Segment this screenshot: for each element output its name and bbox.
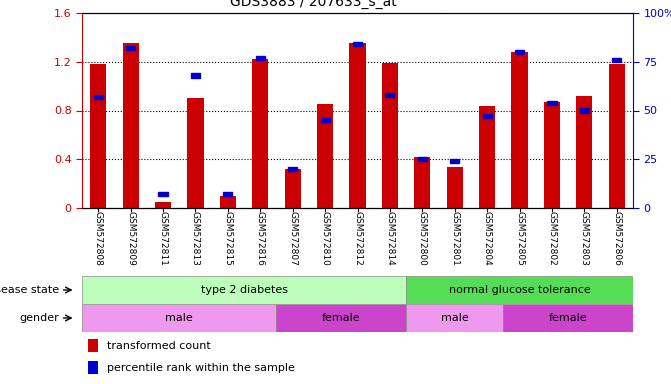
Text: GSM572807: GSM572807	[288, 212, 297, 266]
Bar	[353, 42, 362, 46]
Bar	[94, 95, 103, 99]
Bar	[252, 59, 268, 208]
Text: GSM572802: GSM572802	[548, 212, 556, 266]
Text: normal glucose tolerance: normal glucose tolerance	[449, 285, 590, 295]
Bar	[285, 169, 301, 208]
Text: female: female	[549, 313, 588, 323]
Bar	[544, 102, 560, 208]
Bar	[576, 96, 592, 208]
Text: GSM572801: GSM572801	[450, 212, 459, 266]
Bar	[382, 63, 398, 208]
Text: GSM572815: GSM572815	[223, 212, 232, 266]
Bar	[406, 276, 633, 304]
Bar	[418, 157, 427, 161]
Bar	[515, 50, 524, 54]
Bar	[126, 46, 135, 50]
Bar	[503, 304, 633, 332]
Bar	[276, 304, 406, 332]
Bar	[256, 56, 265, 60]
Bar	[406, 304, 503, 332]
Bar	[87, 339, 98, 352]
Bar	[580, 108, 589, 113]
Bar	[385, 93, 395, 97]
Bar	[447, 167, 463, 208]
Bar	[479, 106, 495, 208]
Bar	[612, 58, 621, 62]
Text: GSM572811: GSM572811	[158, 212, 168, 266]
Text: GSM572803: GSM572803	[580, 212, 589, 266]
Text: male: male	[441, 313, 468, 323]
Bar	[191, 73, 200, 78]
Bar	[321, 118, 329, 122]
Text: female: female	[322, 313, 360, 323]
Bar	[123, 43, 139, 208]
Text: GSM572812: GSM572812	[353, 212, 362, 266]
Text: disease state: disease state	[0, 285, 59, 295]
Bar	[609, 64, 625, 208]
Text: GSM572804: GSM572804	[482, 212, 492, 266]
Bar	[87, 361, 98, 374]
Text: GSM572813: GSM572813	[191, 212, 200, 266]
Text: male: male	[165, 313, 193, 323]
Bar	[90, 64, 106, 208]
Text: GSM572809: GSM572809	[126, 212, 135, 266]
Text: GSM572810: GSM572810	[321, 212, 329, 266]
Bar	[450, 159, 459, 163]
Bar	[82, 276, 406, 304]
Bar	[82, 304, 276, 332]
Bar	[350, 43, 366, 208]
Text: percentile rank within the sample: percentile rank within the sample	[107, 363, 295, 373]
Bar	[223, 192, 232, 197]
Text: type 2 diabetes: type 2 diabetes	[201, 285, 288, 295]
Bar	[414, 157, 430, 208]
Text: GSM572816: GSM572816	[256, 212, 265, 266]
Bar	[288, 167, 297, 171]
Text: GSM572800: GSM572800	[418, 212, 427, 266]
Bar	[155, 202, 171, 208]
Title: GDS3883 / 207633_s_at: GDS3883 / 207633_s_at	[230, 0, 397, 9]
Bar	[158, 192, 168, 197]
Bar	[511, 52, 527, 208]
Bar	[317, 104, 333, 208]
Text: gender: gender	[19, 313, 59, 323]
Text: GSM572806: GSM572806	[613, 212, 621, 266]
Text: GSM572805: GSM572805	[515, 212, 524, 266]
Text: GSM572808: GSM572808	[94, 212, 103, 266]
Text: transformed count: transformed count	[107, 341, 211, 351]
Bar	[187, 98, 203, 208]
Text: GSM572814: GSM572814	[385, 212, 395, 266]
Bar	[219, 196, 236, 208]
Bar	[482, 114, 492, 119]
Bar	[548, 101, 556, 105]
